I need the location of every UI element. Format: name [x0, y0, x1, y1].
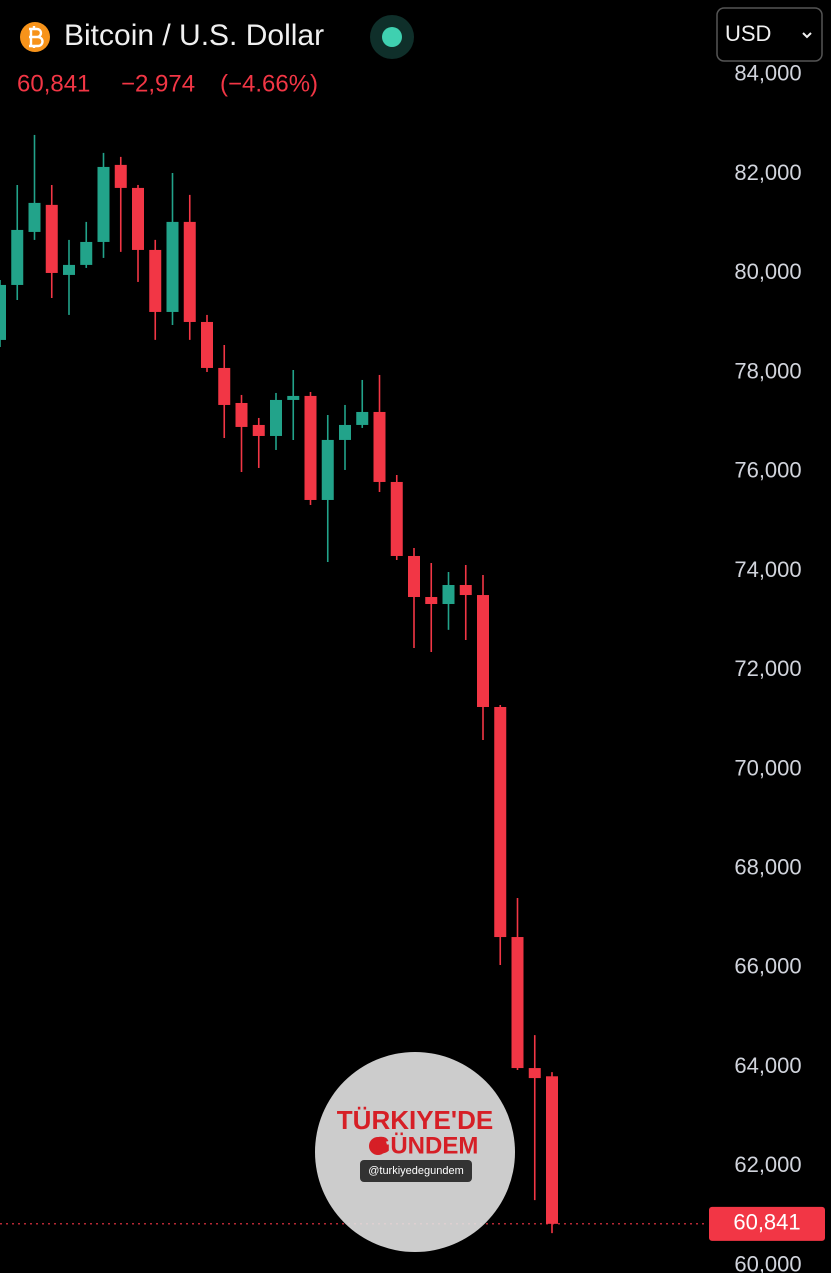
y-tick-label: 74,000 — [734, 557, 801, 582]
y-tick-label: 84,000 — [734, 61, 801, 86]
candle-body — [235, 402, 248, 427]
plot-area — [0, 134, 706, 1234]
last-price-tag-label: 60,841 — [733, 1210, 800, 1235]
watermark-line2: GÜNDEM — [372, 1132, 479, 1159]
last-price: 60,841 — [17, 70, 90, 97]
y-tick-label: 66,000 — [734, 954, 801, 979]
candle-body — [477, 595, 489, 707]
header: Bitcoin / U.S. Dollar 60,841 −2,974 (−4.… — [17, 15, 414, 97]
candle-body — [528, 1068, 541, 1079]
y-tick-label: 60,000 — [734, 1251, 801, 1273]
chart-title: Bitcoin / U.S. Dollar — [64, 19, 324, 52]
currency-box[interactable] — [716, 7, 823, 62]
candle-body — [28, 202, 41, 232]
flag-icon — [369, 1137, 387, 1155]
candle-body — [356, 411, 369, 425]
candle-body — [114, 164, 127, 188]
candle-body — [287, 395, 300, 400]
candle-body — [390, 481, 403, 556]
candle-body — [442, 585, 455, 605]
price-change-pct: (−4.66%) — [220, 70, 318, 97]
candle-body — [425, 597, 438, 605]
candle-body — [304, 395, 317, 500]
y-tick-label: 68,000 — [734, 854, 801, 879]
price-axis: 60,000 62,000 64,000 66,000 68,000 70,000 72,0… — [706, 61, 825, 1273]
candle-body — [132, 187, 144, 250]
candle-body — [252, 424, 265, 436]
y-tick-label: 82,000 — [734, 160, 801, 185]
candle-body — [80, 241, 93, 265]
candle-body — [373, 411, 386, 482]
candle-body — [0, 284, 6, 340]
candle-body — [546, 1076, 558, 1224]
candle-body — [45, 204, 58, 273]
watermark: TÜRKIYE'DE GÜNDEM @turkiyedegundem — [315, 1052, 515, 1252]
candle-body — [11, 229, 24, 285]
chevron — [802, 32, 812, 39]
status-dot — [382, 27, 402, 47]
price-change: −2,974 — [121, 70, 195, 97]
currency-select[interactable]: USD — [716, 7, 823, 62]
candle-body — [459, 585, 472, 596]
candle-body — [321, 439, 334, 500]
y-tick-label: 62,000 — [734, 1152, 801, 1177]
y-tick-label: 80,000 — [734, 259, 801, 284]
y-tick-label: 72,000 — [734, 656, 801, 681]
y-tick-label: 78,000 — [734, 358, 801, 383]
candle-body — [183, 221, 196, 322]
candle-body — [63, 264, 75, 275]
candle-body — [166, 221, 179, 312]
candle-body — [339, 424, 351, 440]
candle-body — [149, 249, 162, 312]
candle-body — [201, 321, 213, 368]
y-tick-label: 64,000 — [734, 1053, 801, 1078]
watermark-circle — [315, 1052, 515, 1252]
currency-label[interactable]: USD — [725, 21, 771, 46]
last-price-tag — [709, 1206, 825, 1241]
candle-body — [511, 937, 524, 1069]
bitcoin-glyph — [29, 26, 44, 48]
y-tick-label: 76,000 — [734, 458, 801, 483]
candle-body — [408, 555, 420, 598]
candle-body — [494, 706, 507, 938]
watermark-handle: @turkiyedegundem — [368, 1165, 464, 1177]
watermark-line1: TÜRKIYE'DE — [337, 1105, 493, 1135]
candle-body — [218, 367, 231, 405]
y-tick-label: 70,000 — [734, 755, 801, 780]
handle-box — [360, 1160, 472, 1182]
candle-body — [97, 166, 110, 242]
candle-body — [270, 399, 282, 436]
